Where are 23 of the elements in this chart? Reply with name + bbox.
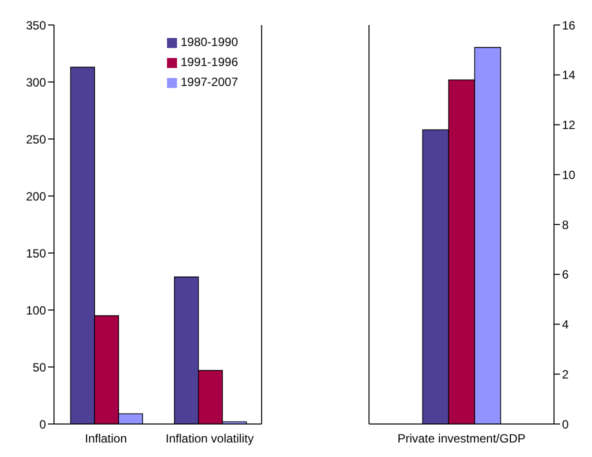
y2-tick-label: 6 — [562, 268, 569, 282]
y2-tick-label: 8 — [562, 218, 569, 232]
legend-label: 1980-1990 — [180, 35, 238, 49]
y2-tick-label: 16 — [562, 18, 576, 32]
y-tick-label: 50 — [32, 360, 46, 374]
y2-tick-label: 2 — [562, 367, 569, 382]
y-tick-label: 250 — [26, 132, 46, 146]
x-tick-label: Inflation volatility — [166, 432, 254, 446]
y2-tick-label: 10 — [562, 168, 576, 182]
x-tick-label: Private investment/GDP — [397, 432, 526, 446]
y-tick-label: 300 — [26, 75, 46, 90]
y-tick-label: 350 — [26, 18, 46, 32]
y-tick-label: 100 — [26, 303, 46, 318]
y2-tick-label: 12 — [562, 118, 576, 132]
y2-tick-label: 14 — [562, 68, 576, 82]
y2-tick-label: 0 — [562, 417, 569, 432]
x-tick-label: Inflation — [84, 432, 127, 446]
legend-label: 1991-1996 — [180, 55, 238, 69]
y-tick-label: 150 — [26, 246, 46, 260]
legend-label: 1997-2007 — [180, 75, 238, 89]
y2-tick-label: 4 — [562, 318, 569, 332]
y-tick-label: 0 — [39, 417, 46, 432]
y-tick-label: 200 — [26, 189, 46, 204]
